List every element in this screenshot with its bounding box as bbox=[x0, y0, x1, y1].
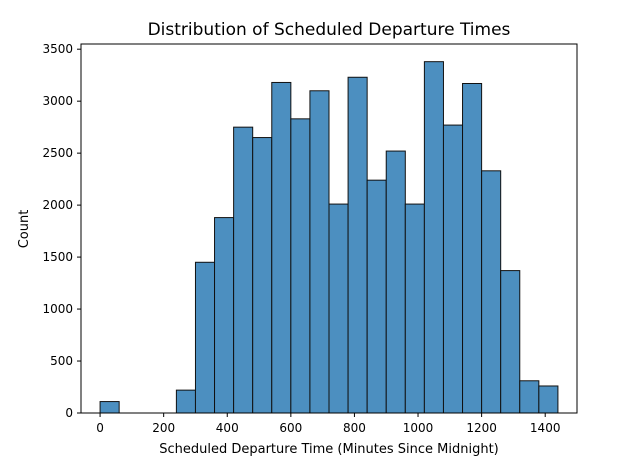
histogram-bar-13 bbox=[347, 76, 368, 414]
histogram-bar-8 bbox=[252, 137, 273, 414]
histogram-bar-20 bbox=[481, 170, 502, 414]
histogram-bar-5 bbox=[194, 261, 216, 414]
histogram-bar-18 bbox=[442, 124, 464, 414]
y-axis-label: Count bbox=[17, 210, 32, 249]
histogram-bar-6 bbox=[214, 217, 235, 414]
y-tick-label: 1000 bbox=[42, 302, 73, 316]
x-tick-label: 1400 bbox=[530, 421, 561, 435]
histogram-bar-9 bbox=[271, 81, 292, 414]
y-tick-label: 2500 bbox=[42, 146, 73, 160]
x-tick-label: 1200 bbox=[466, 421, 497, 435]
histogram-bar-12 bbox=[328, 203, 349, 414]
y-tick-label: 500 bbox=[50, 354, 73, 368]
histogram-bar-11 bbox=[309, 90, 330, 414]
chart-title: Distribution of Scheduled Departure Time… bbox=[148, 20, 511, 40]
histogram-bar-10 bbox=[290, 118, 311, 414]
bars-group bbox=[99, 61, 559, 414]
histogram-bar-0 bbox=[99, 401, 120, 414]
x-tick-label: 1000 bbox=[403, 421, 434, 435]
plot-frame bbox=[80, 43, 578, 414]
histogram-bar-16 bbox=[404, 203, 425, 414]
x-axis-ticks: 0 200 400 600 800 1000 1200 1400 bbox=[96, 413, 560, 435]
x-tick-label: 400 bbox=[216, 421, 239, 435]
y-tick-label: 3500 bbox=[42, 42, 73, 56]
x-tick-label: 800 bbox=[343, 421, 366, 435]
y-tick-label: 1500 bbox=[42, 250, 73, 264]
histogram-bar-4 bbox=[175, 389, 196, 414]
histogram-bar-22 bbox=[519, 380, 540, 414]
x-axis-label: Scheduled Departure Time (Minutes Since … bbox=[159, 442, 499, 457]
y-axis-ticks: 0 500 1000 1500 2000 2500 3000 3500 bbox=[42, 42, 81, 420]
x-tick-label: 0 bbox=[96, 421, 104, 435]
histogram-bar-17 bbox=[423, 61, 444, 414]
histogram-bar-15 bbox=[385, 150, 406, 414]
histogram-bar-14 bbox=[366, 179, 387, 414]
y-tick-label: 3000 bbox=[42, 94, 73, 108]
histogram-bar-19 bbox=[462, 82, 483, 414]
histogram-bar-23 bbox=[538, 385, 559, 414]
y-tick-label: 0 bbox=[65, 406, 73, 420]
x-tick-label: 600 bbox=[279, 421, 302, 435]
x-tick-label: 200 bbox=[152, 421, 175, 435]
histogram-bar-21 bbox=[500, 270, 521, 414]
histogram-bar-7 bbox=[233, 126, 254, 414]
y-tick-label: 2000 bbox=[42, 198, 73, 212]
